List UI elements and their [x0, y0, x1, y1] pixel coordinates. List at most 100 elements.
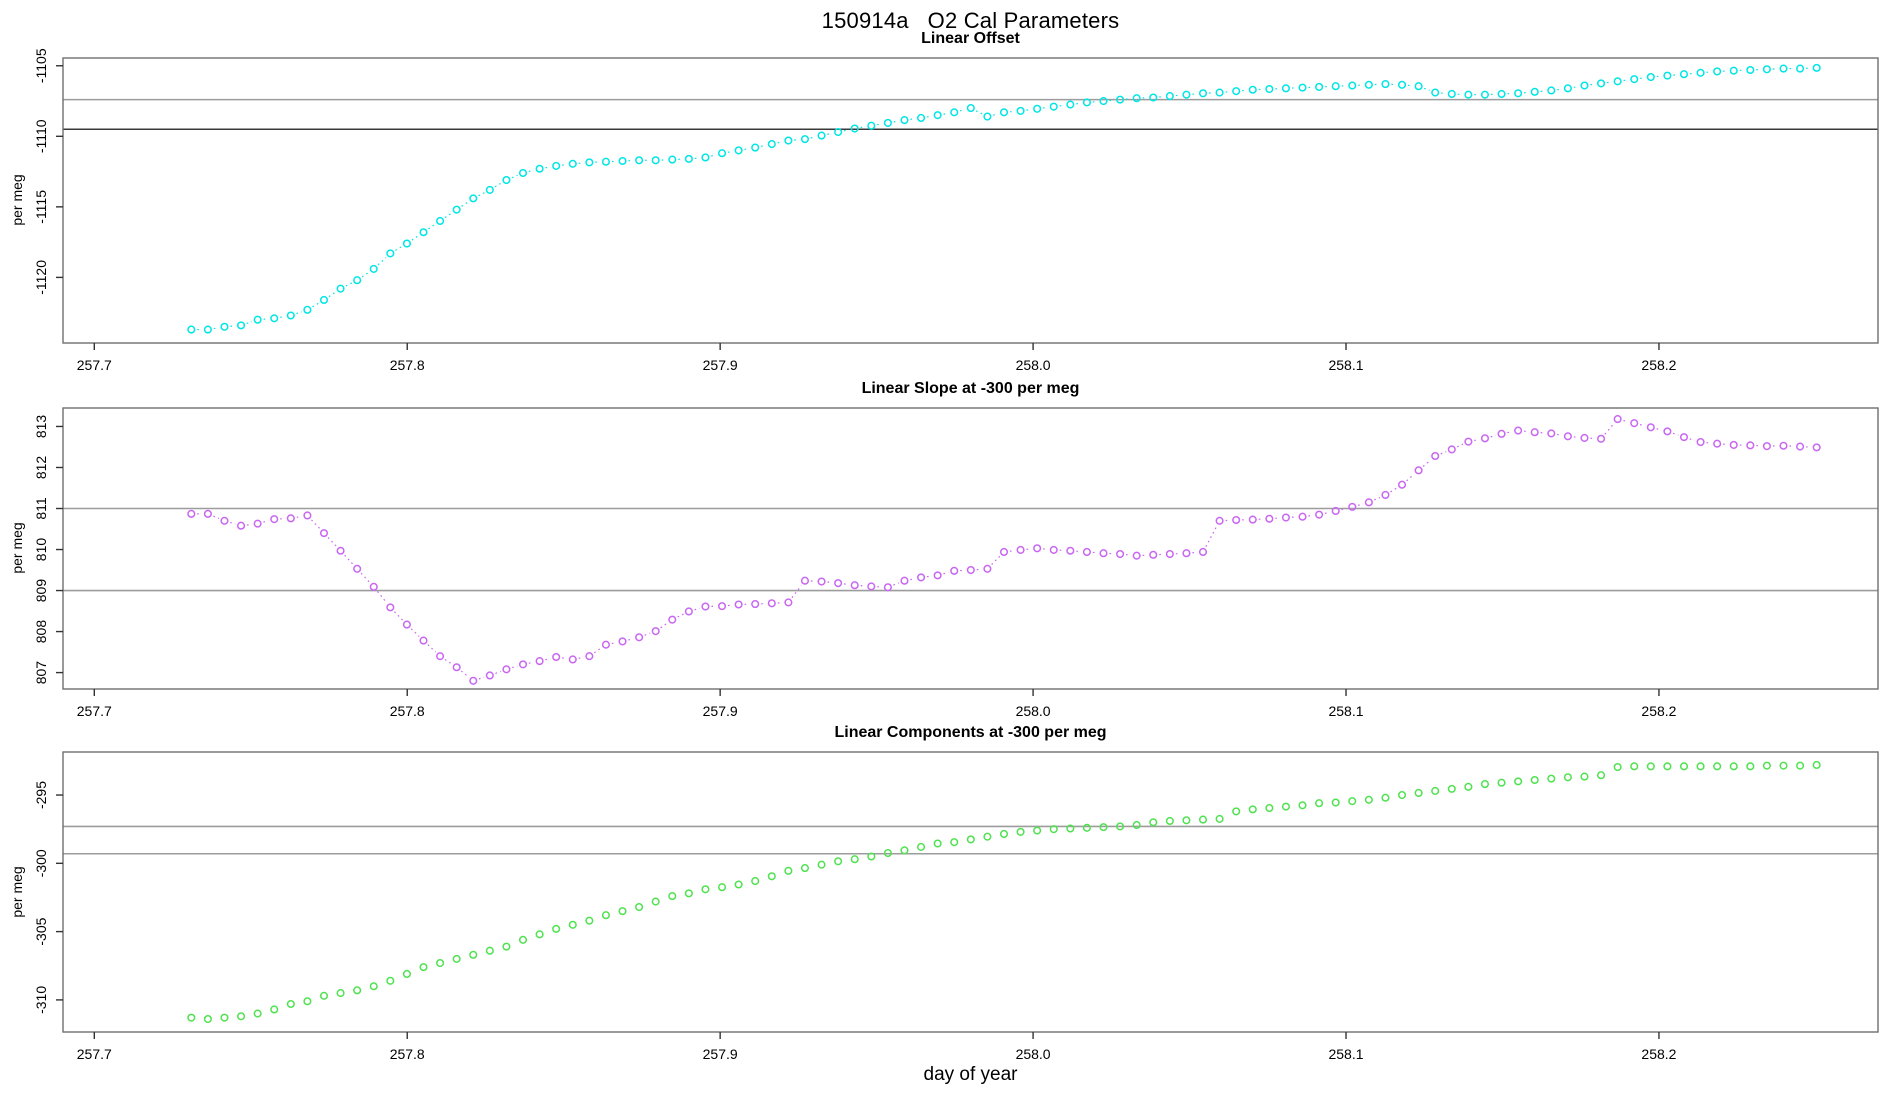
point-connector	[1656, 428, 1662, 431]
point-connector	[411, 235, 419, 241]
data-point	[1563, 773, 1572, 782]
data-point	[369, 982, 378, 991]
data-point	[900, 116, 909, 125]
data-point	[1049, 825, 1058, 834]
data-point	[1663, 762, 1672, 771]
data-point	[1198, 547, 1208, 557]
y-tick-label: 807	[33, 661, 49, 685]
data-point	[585, 652, 594, 661]
data-point	[469, 950, 478, 959]
data-point	[933, 839, 942, 848]
data-point	[751, 877, 760, 886]
point-connector	[843, 129, 849, 132]
data-point	[1033, 544, 1042, 553]
data-point	[1530, 428, 1539, 437]
point-connector	[1076, 102, 1082, 105]
point-connector	[893, 120, 899, 123]
data-point	[353, 986, 362, 995]
data-point	[485, 946, 494, 955]
data-point	[1746, 65, 1755, 75]
data-point	[369, 264, 378, 273]
data-point	[1099, 549, 1108, 558]
data-point	[1215, 814, 1224, 823]
point-connector	[444, 212, 453, 219]
point-connector	[344, 554, 354, 565]
data-point	[1215, 88, 1224, 97]
data-point	[319, 295, 329, 305]
data-point	[867, 582, 876, 591]
data-point	[237, 521, 246, 530]
x-tick-label: 257.7	[77, 1046, 112, 1062]
data-point	[502, 175, 511, 185]
x-tick-label: 258.1	[1328, 1046, 1363, 1062]
data-point	[917, 842, 926, 851]
data-point	[1281, 802, 1290, 811]
point-connector	[1390, 487, 1398, 493]
data-point	[1480, 780, 1490, 789]
data-point	[1165, 549, 1174, 559]
data-point	[1580, 772, 1589, 781]
data-point	[1232, 87, 1241, 96]
page-title: 150914a O2 Cal Parameters	[821, 8, 1120, 33]
data-point	[983, 112, 992, 121]
point-connector	[943, 112, 949, 115]
data-point	[784, 866, 793, 875]
point-connector	[1341, 507, 1347, 511]
point-connector	[1689, 438, 1695, 441]
data-point	[1182, 90, 1191, 99]
data-point	[1198, 815, 1208, 824]
data-point	[220, 516, 229, 525]
data-point	[1082, 98, 1091, 107]
data-point	[1514, 426, 1523, 435]
data-point	[701, 602, 710, 611]
point-connector	[545, 657, 551, 661]
point-connector	[360, 572, 371, 583]
point-connector	[744, 148, 750, 150]
point-connector	[311, 519, 321, 530]
data-point	[1796, 64, 1805, 73]
data-point	[1431, 451, 1440, 461]
data-point	[1033, 104, 1042, 113]
data-point	[1298, 512, 1307, 521]
data-point	[436, 958, 445, 968]
point-connector	[545, 166, 551, 169]
point-connector	[230, 521, 236, 525]
point-connector	[460, 670, 469, 678]
point-connector	[345, 282, 353, 287]
point-connector	[428, 223, 436, 230]
data-point	[386, 249, 395, 258]
data-point	[1132, 94, 1141, 103]
point-connector	[562, 163, 567, 166]
data-point	[717, 149, 727, 158]
data-point	[568, 655, 577, 664]
data-point	[1679, 70, 1689, 79]
point-connector	[844, 583, 849, 586]
point-connector	[1623, 419, 1629, 423]
data-point	[552, 161, 561, 170]
data-point	[635, 156, 644, 165]
point-connector	[1557, 433, 1563, 436]
data-point	[1381, 80, 1390, 89]
data-point	[1696, 68, 1705, 77]
data-point	[286, 311, 295, 320]
data-point	[1514, 89, 1523, 98]
point-connector	[512, 665, 518, 669]
data-point	[1331, 798, 1340, 807]
data-point	[1729, 440, 1738, 449]
data-point	[734, 146, 743, 155]
data-point	[336, 546, 345, 555]
data-point	[1464, 90, 1473, 99]
data-point	[1165, 92, 1174, 101]
data-point	[1547, 429, 1556, 438]
data-point	[1414, 466, 1423, 475]
data-point	[1165, 816, 1174, 826]
data-point	[502, 942, 511, 951]
data-point	[552, 652, 561, 662]
panel-title-linear-offset: Linear Offset	[921, 30, 1020, 47]
x-tick-label: 258.2	[1641, 1046, 1676, 1062]
point-connector	[694, 607, 700, 611]
data-point	[1397, 480, 1407, 489]
data-point	[867, 121, 876, 130]
data-point	[336, 989, 345, 998]
data-point	[253, 1009, 262, 1018]
